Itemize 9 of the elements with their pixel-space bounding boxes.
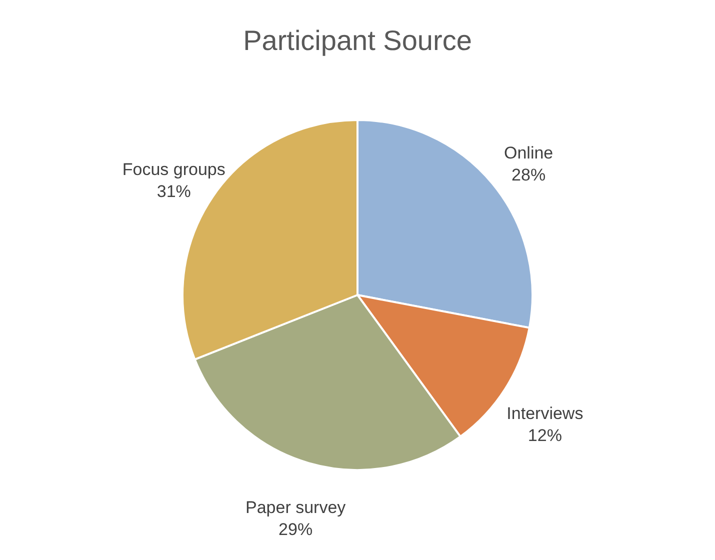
data-label: 29% <box>278 520 313 540</box>
chart-title: Participant Source <box>243 25 472 56</box>
data-label: 31% <box>156 182 191 202</box>
slice-label: Interviews <box>506 404 584 423</box>
slice-label: Paper survey <box>245 498 346 518</box>
slice-label: Focus groups <box>122 160 226 180</box>
slice-label: Online <box>504 143 554 162</box>
data-label: 28% <box>512 165 546 184</box>
data-label: 12% <box>528 426 562 445</box>
